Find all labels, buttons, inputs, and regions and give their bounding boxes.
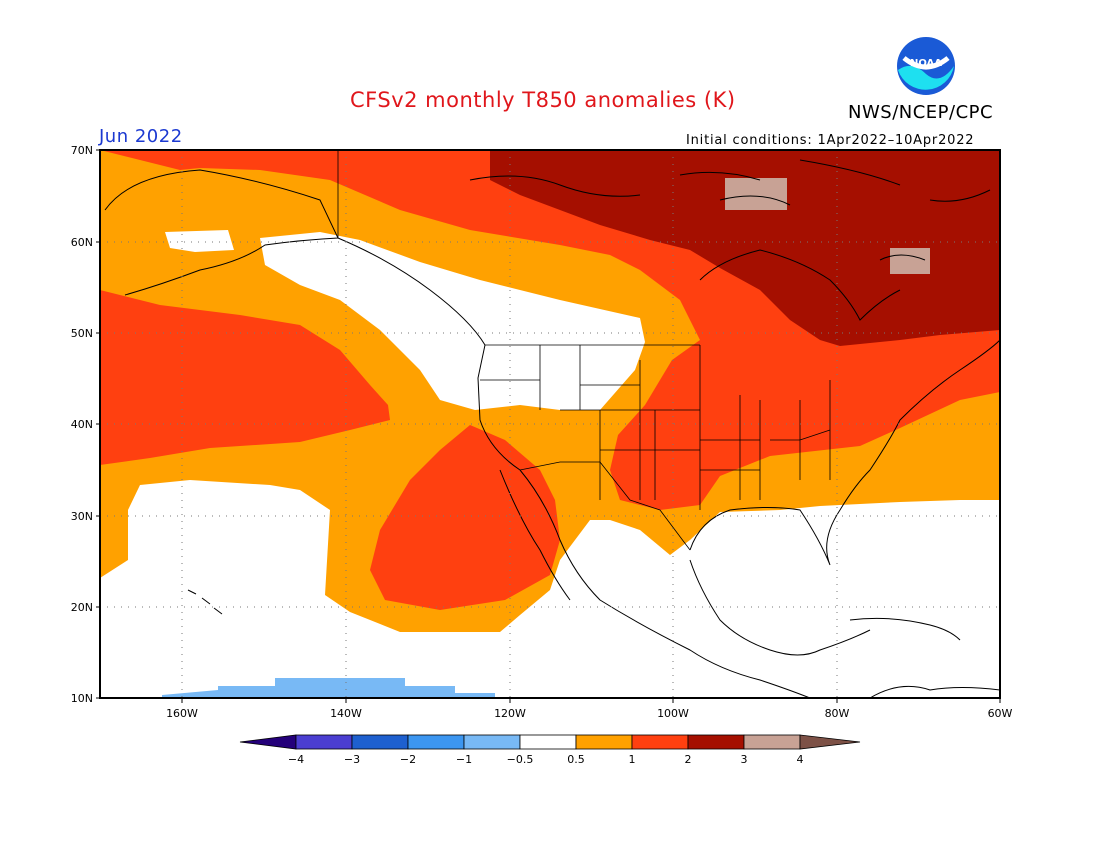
coast-arctic (469, 159, 991, 202)
colorbar-segment (799, 734, 861, 750)
anomaly-region-2-3 (490, 150, 1000, 346)
lon-tick-label: 100W (657, 707, 689, 720)
anomaly-region-3-4-b (890, 248, 930, 274)
forecast-month: Jun 2022 (99, 126, 183, 147)
noaa-logo: NOAA (897, 37, 955, 95)
colorbar-labels: −4 −3 −2 −1 −0.5 0.5 1 2 3 4 (288, 753, 804, 766)
anomaly-region-3-4-a (725, 178, 787, 210)
anomaly-region-neg-0.5 (162, 678, 495, 698)
colorbar-label: 3 (741, 753, 748, 766)
colorbar-segment (239, 734, 297, 750)
lat-tick-label: 40N (71, 418, 93, 431)
colorbar-segment (295, 734, 353, 750)
anomaly-region-neutral-nw (260, 232, 645, 410)
colorbar-segment (631, 734, 689, 750)
colorbar-label: 1 (629, 753, 636, 766)
noaa-logo-text: NOAA (910, 58, 942, 69)
colorbar-label: −4 (288, 753, 304, 766)
colorbar (239, 734, 861, 750)
state-lines (480, 345, 831, 510)
coast-alaska (104, 169, 339, 296)
coast-baja (499, 469, 571, 601)
lat-tick-label: 10N (71, 692, 93, 705)
colorbar-label: −3 (344, 753, 360, 766)
lon-axis: 160W 140W 120W 100W 80W 60W (166, 698, 1013, 720)
coast-caribbean (849, 617, 961, 641)
colorbar-label: 2 (685, 753, 692, 766)
initial-conditions: Initial conditions: 1Apr2022–10Apr2022 (686, 133, 975, 148)
lat-axis: 70N 60N 50N 40N 30N 20N 10N (71, 144, 100, 705)
agency-label: NWS/NCEP/CPC (848, 102, 994, 123)
political-boundaries (337, 150, 831, 551)
lat-tick-label: 60N (71, 236, 93, 249)
coastlines (104, 159, 1000, 698)
coast-mexico (689, 559, 871, 656)
coast-hawaii (187, 589, 223, 615)
colorbar-segment (519, 734, 577, 750)
lat-tick-label: 20N (71, 601, 93, 614)
colorbar-label: 4 (797, 753, 804, 766)
lon-tick-label: 80W (825, 707, 850, 720)
lon-tick-label: 60W (988, 707, 1013, 720)
colorbar-segment (351, 734, 409, 750)
map-title: CFSv2 monthly T850 anomalies (K) (350, 88, 736, 112)
colorbar-segment (407, 734, 465, 750)
colorbar-label: −2 (400, 753, 416, 766)
coast-south-america (869, 685, 1000, 698)
coast-gulf (689, 339, 1000, 566)
colorbar-label: −0.5 (507, 753, 534, 766)
anomaly-region-neutral-ak (165, 230, 234, 252)
lat-tick-label: 30N (71, 510, 93, 523)
colorbar-segment (687, 734, 745, 750)
coast-pacific-nw (337, 237, 811, 698)
border-us-mexico (519, 461, 691, 551)
gridlines (100, 150, 1000, 698)
colorbar-label: −1 (456, 753, 472, 766)
lon-tick-label: 140W (330, 707, 362, 720)
coast-hudson (699, 249, 901, 321)
colorbar-label: 0.5 (567, 753, 585, 766)
lon-tick-label: 120W (494, 707, 526, 720)
lat-tick-label: 50N (71, 327, 93, 340)
colorbar-segment (743, 734, 801, 750)
lon-tick-label: 160W (166, 707, 198, 720)
colorbar-segment (575, 734, 633, 750)
anomaly-field (100, 150, 1000, 698)
coast-greenland (719, 195, 926, 261)
colorbar-segment (463, 734, 521, 750)
lat-tick-label: 70N (71, 144, 93, 157)
